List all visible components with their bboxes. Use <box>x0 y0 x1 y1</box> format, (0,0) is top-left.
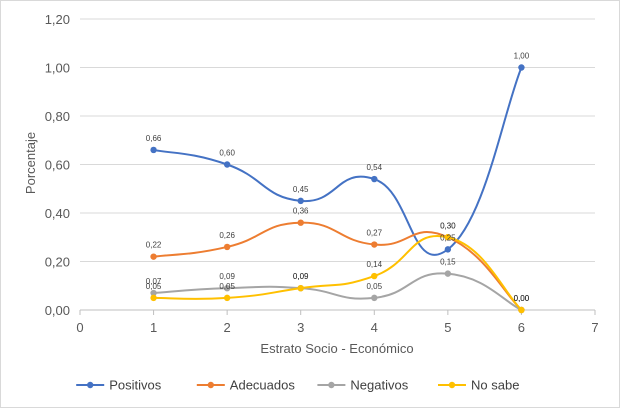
y-axis-ticks: 0,00 0,20 0,40 0,60 0,80 1,00 1,20 <box>45 12 70 318</box>
gridlines <box>80 18 595 311</box>
legend-marker-adecuados <box>207 381 214 389</box>
x-tick-label: 1 <box>150 320 157 335</box>
data-label-negativos: 0,00 <box>514 294 530 303</box>
x-axis-title: Estrato Socio - Económico <box>260 341 413 356</box>
data-point-no-sabe <box>518 306 525 314</box>
legend: Positivos Adecuados Negativos No sabe <box>76 378 519 393</box>
data-label-negativos: 0,09 <box>219 272 235 281</box>
series-lines <box>153 67 523 311</box>
y-tick-label: 0,00 <box>45 303 70 318</box>
x-tick-label: 7 <box>591 320 598 335</box>
x-tick-label: 0 <box>76 320 83 335</box>
y-tick-label: 0,60 <box>45 158 70 173</box>
legend-label-positivos: Positivos <box>109 378 162 393</box>
data-label-negativos: 0,15 <box>440 258 456 267</box>
data-label-no-sabe: 0,09 <box>293 272 309 281</box>
series-line-negativos <box>153 272 522 311</box>
x-tick-label: 3 <box>297 320 304 335</box>
data-point-positivos <box>371 175 378 183</box>
data-label-no-sabe: 0,05 <box>146 282 162 291</box>
data-label-negativos: 0,07 <box>146 277 162 286</box>
legend-item-adecuados: Adecuados <box>196 378 296 393</box>
data-label-positivos: 0,45 <box>293 185 309 194</box>
y-tick-label: 1,00 <box>45 61 70 76</box>
data-point-positivos <box>297 197 304 205</box>
series-line-adecuados <box>153 221 523 311</box>
data-point-adecuados <box>223 243 231 251</box>
data-label-positivos: 0,66 <box>146 134 162 143</box>
data-label-adecuados: 0,00 <box>514 294 530 303</box>
data-label-negativos: 0,09 <box>293 272 309 281</box>
data-label-no-sabe: 0,30 <box>440 221 456 230</box>
legend-label-no-sabe: No sabe <box>471 378 519 393</box>
data-point-positivos <box>444 246 452 253</box>
y-axis-title: Porcentaje <box>23 132 38 194</box>
data-point-positivos <box>150 146 157 154</box>
x-tick-label: 2 <box>224 320 231 335</box>
data-point-adecuados <box>297 219 304 226</box>
series-line-positivos <box>153 67 523 256</box>
data-point-negativos <box>223 284 231 292</box>
x-tick-label: 4 <box>371 320 378 335</box>
data-point-no-sabe <box>371 272 378 280</box>
data-point-no-sabe <box>150 294 157 302</box>
data-labels: 0,66 0,60 0,45 0,54 1,00 0,22 0,26 0,36 0,27 0,30… <box>146 52 530 304</box>
data-label-no-sabe: 0,00 <box>514 294 530 303</box>
data-point-adecuados <box>150 253 157 260</box>
legend-marker-no-sabe <box>448 381 456 389</box>
data-point-negativos <box>150 289 157 297</box>
legend-item-negativos: Negativos <box>317 378 409 393</box>
y-tick-label: 0,80 <box>45 109 70 124</box>
y-tick-label: 0,40 <box>45 206 70 221</box>
legend-marker-positivos <box>87 381 94 389</box>
data-point-positivos <box>518 64 525 71</box>
data-point-positivos <box>223 161 231 168</box>
data-label-adecuados: 0,26 <box>219 231 235 240</box>
y-tick-label: 1,20 <box>45 12 70 27</box>
data-point-no-sabe <box>297 284 304 292</box>
data-point-negativos <box>444 270 452 277</box>
x-axis-ticks: 0 1 2 3 4 5 6 7 <box>76 310 599 335</box>
data-point-adecuados <box>371 241 378 248</box>
y-tick-label: 0,20 <box>45 255 70 270</box>
legend-label-negativos: Negativos <box>350 378 408 393</box>
legend-item-positivos: Positivos <box>76 378 162 393</box>
data-point-no-sabe <box>223 294 231 302</box>
data-label-adecuados: 0,22 <box>146 241 162 250</box>
legend-label-adecuados: Adecuados <box>230 378 296 393</box>
data-label-negativos: 0,05 <box>366 282 382 291</box>
data-label-no-sabe: 0,05 <box>219 282 235 291</box>
data-label-positivos: 0,54 <box>366 163 382 172</box>
x-tick-label: 6 <box>518 320 525 335</box>
data-label-extra: 0,25 <box>440 233 456 242</box>
x-tick-label: 5 <box>444 320 451 335</box>
series-markers <box>150 64 525 314</box>
data-label-no-sabe: 0,14 <box>366 260 382 269</box>
data-label-adecuados: 0,36 <box>293 207 309 216</box>
data-label-adecuados: 0,27 <box>366 229 382 238</box>
data-point-negativos <box>371 294 378 302</box>
legend-marker-negativos <box>328 381 335 389</box>
data-label-positivos: 0,60 <box>219 149 235 158</box>
data-point-no-sabe <box>444 234 452 241</box>
data-label-adecuados: 0,30 <box>440 221 456 230</box>
data-label-positivos: 1,00 <box>514 52 530 61</box>
legend-item-no-sabe: No sabe <box>438 378 519 393</box>
